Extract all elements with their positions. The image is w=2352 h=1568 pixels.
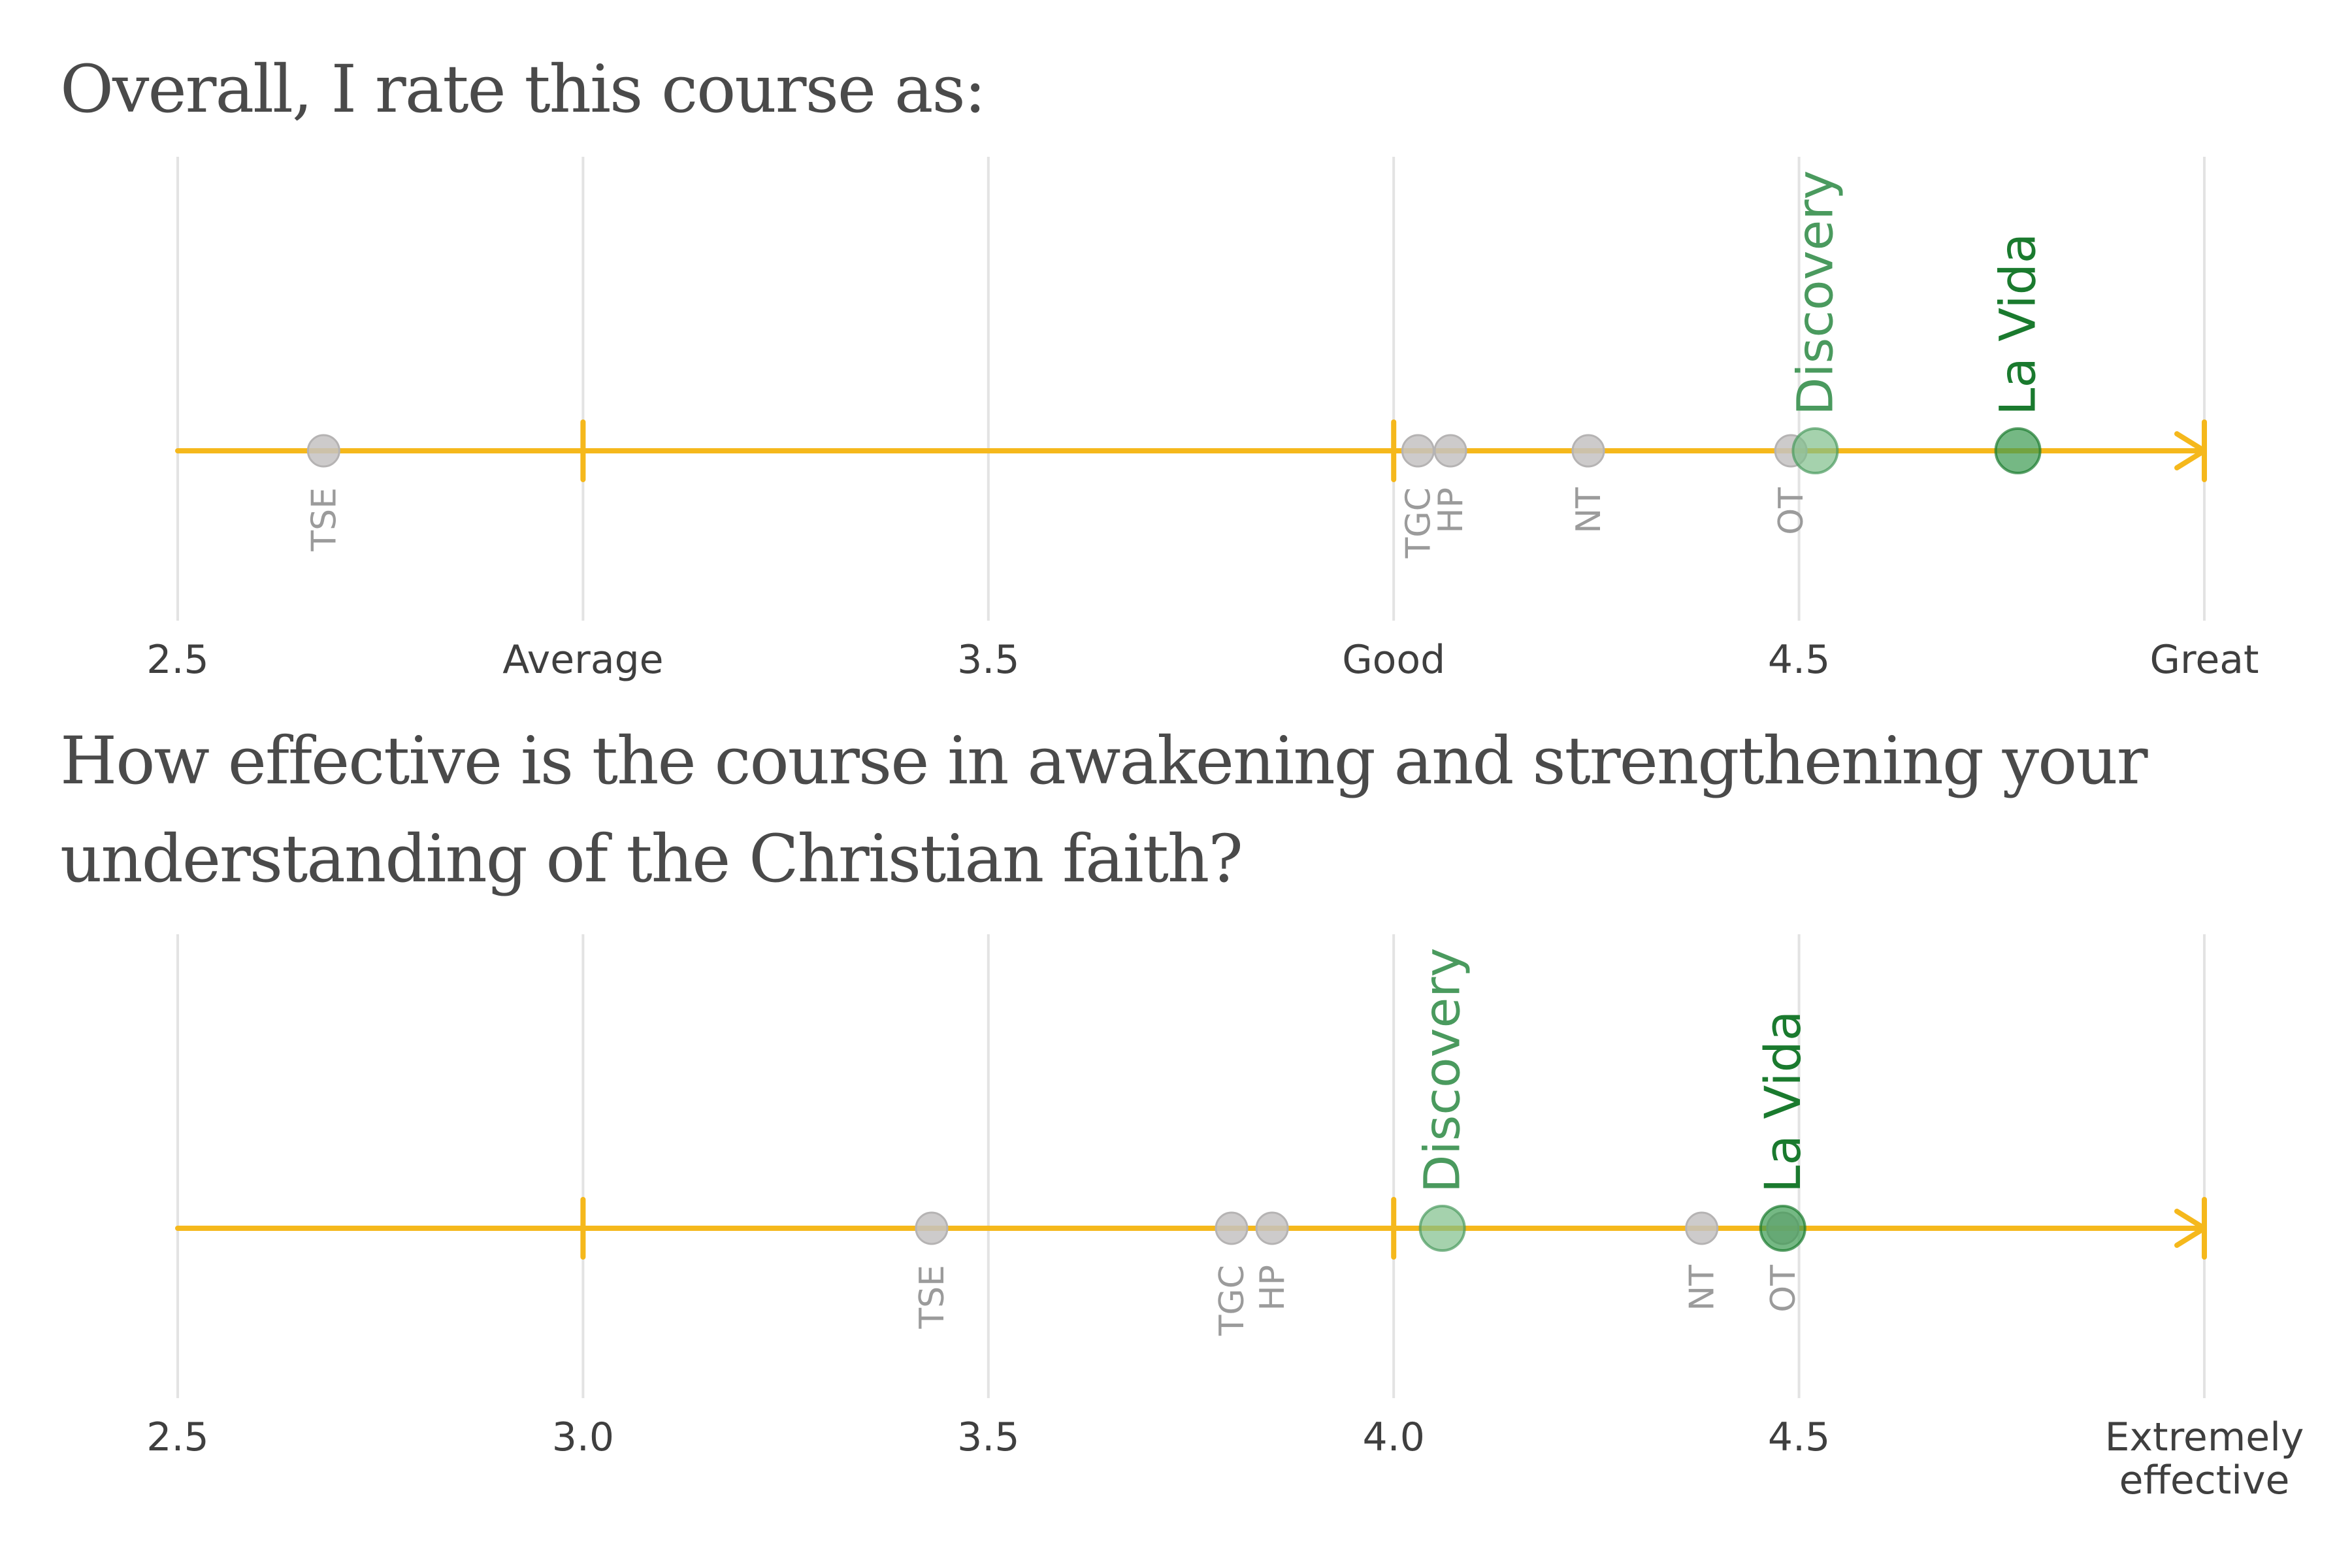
point-tgc (1215, 1211, 1249, 1245)
point-label: La Vida (1754, 1011, 1812, 1193)
tick-label: 4.5 (1768, 1414, 1830, 1460)
tick-label: 3.5 (957, 637, 1019, 683)
tick-label-line: 3.5 (957, 1414, 1019, 1460)
point-hp (1255, 1211, 1289, 1245)
tick-label-line: 2.5 (146, 1414, 208, 1460)
point-label: Discovery (1413, 948, 1471, 1193)
tick-label-line: 4.5 (1768, 1414, 1830, 1460)
point-tse (915, 1211, 949, 1245)
tick-label-line: 3.0 (552, 1414, 614, 1460)
tick-label: Extremely effective (2105, 1414, 2304, 1503)
tick-label: Good (1342, 637, 1445, 683)
tick-label-line: Great (2149, 637, 2259, 683)
point-label: TSE (913, 1265, 952, 1330)
tick-label: 2.5 (146, 1414, 208, 1460)
point-label: NT (1569, 487, 1609, 534)
point-label: Discovery (1786, 171, 1844, 416)
point-nt (1571, 434, 1605, 468)
tick-label-line: Average (502, 637, 663, 683)
tick-label: 2.5 (146, 637, 208, 683)
plot-area: 2.5 3.0 3.5 4.0 4.5 Extremely effective TSE TGC H… (146, 934, 2304, 1503)
chart-title: How effective is the course in awakening… (60, 723, 2148, 897)
chart-panel-overall-rating: Overall, I rate this course as: 2.5 Avera… (0, 0, 2352, 712)
point-discovery (1418, 1205, 1466, 1252)
point-label: HP (1431, 487, 1471, 533)
point-label: TSE (304, 487, 344, 552)
tick-label-line: 3.5 (957, 637, 1019, 683)
tick-label: 4.5 (1768, 637, 1830, 683)
tick-label: Great (2149, 637, 2259, 683)
tick-label: 3.0 (552, 1414, 614, 1460)
point-label: HP (1253, 1265, 1292, 1311)
point-label: La Vida (1989, 233, 2047, 416)
tick-label-line: Good (1342, 637, 1445, 683)
point-discovery (1791, 427, 1839, 474)
tick-label-line: 4.0 (1362, 1414, 1424, 1460)
tick-label: Average (502, 637, 663, 683)
point-tse (306, 434, 340, 468)
tick-label-line: 2.5 (146, 637, 208, 683)
point-label: OT (1764, 1265, 1803, 1313)
chart-title: Overall, I rate this course as: (60, 51, 987, 127)
tick-label: 3.5 (957, 1414, 1019, 1460)
point-hp (1433, 434, 1467, 468)
tick-label-line: Extremely (2105, 1414, 2304, 1460)
point-tgc (1401, 434, 1435, 468)
point-la-vida (1994, 427, 2042, 474)
point-label: OT (1772, 487, 1811, 535)
point-label: NT (1683, 1265, 1722, 1311)
point-la-vida (1759, 1205, 1806, 1252)
point-nt (1685, 1211, 1719, 1245)
tick-label-line: 4.5 (1768, 637, 1830, 683)
point-label: TGC (1213, 1265, 1252, 1336)
point-label: TGC (1399, 487, 1438, 559)
chart-panel-faith-understanding: How effective is the course in awakening… (0, 712, 2352, 1568)
tick-label: 4.0 (1362, 1414, 1424, 1460)
tick-label-line: effective (2119, 1458, 2290, 1503)
